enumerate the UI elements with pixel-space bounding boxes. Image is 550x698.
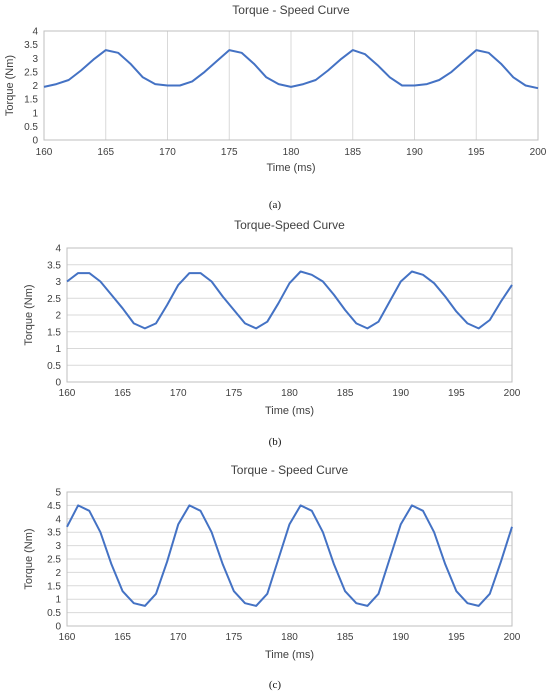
y-tick-label: 0.5	[47, 361, 61, 372]
y-axis-label: Torque (Nm)	[23, 284, 35, 345]
x-tick-label: 175	[226, 388, 243, 399]
y-tick-label: 2	[55, 568, 61, 579]
y-tick-label: 4	[32, 27, 38, 38]
plot-area	[66, 247, 513, 383]
y-tick-label: 2	[32, 81, 38, 92]
chart-panel-b: Torque-Speed Curve 0 0.5 1 1.5 2 2.5 3 3.5 4 160 16…	[0, 213, 550, 429]
y-tick-label: 2.5	[24, 67, 38, 78]
x-tick-label: 180	[283, 147, 300, 158]
y-tick-label: 1.5	[47, 581, 61, 592]
series-line	[43, 49, 539, 90]
y-tick-label: 2.5	[47, 294, 61, 305]
x-tick-label: 190	[406, 147, 423, 158]
x-tick-label: 200	[504, 388, 521, 399]
y-tick-label: 1	[55, 595, 61, 606]
x-tick-label: 200	[504, 632, 521, 643]
x-tick-label: 175	[226, 632, 243, 643]
x-tick-label: 175	[221, 147, 238, 158]
y-axis-label: Torque (Nm)	[4, 55, 16, 116]
chart-b: Torque-Speed Curve 0 0.5 1 1.5 2 2.5 3 3.5 4 160 16…	[23, 218, 521, 417]
caption-a: (a)	[268, 199, 282, 211]
plot-area	[43, 30, 539, 141]
x-tick-label: 160	[59, 632, 76, 643]
x-tick-label: 180	[281, 388, 298, 399]
x-tick-label: 190	[392, 632, 409, 643]
x-tick-label: 200	[530, 147, 547, 158]
y-tick-label: 3.5	[47, 528, 61, 539]
x-tick-label: 165	[97, 147, 114, 158]
chart-panel-c: Torque - Speed Curve 0 0.5 1 1.5 2 2.5 3 3.5 4 4.5…	[0, 458, 550, 668]
y-tick-label: 4	[55, 244, 61, 255]
caption-b: (b)	[268, 436, 282, 448]
y-tick-label: 3	[32, 54, 38, 65]
x-tick-label: 170	[170, 388, 187, 399]
x-tick-label: 170	[159, 147, 176, 158]
y-tick-label: 2.5	[47, 555, 61, 566]
x-tick-label: 185	[337, 388, 354, 399]
chart-panel-a: Torque - Speed Curve 0 0.5 1 1.5 2 2.5 3 3.5 4 160…	[0, 0, 550, 178]
chart-title: Torque - Speed Curve	[231, 463, 349, 477]
y-tick-label: 1.5	[24, 95, 38, 106]
y-tick-label: 4	[55, 514, 61, 525]
y-tick-label: 1	[55, 344, 61, 355]
chart-title: Torque - Speed Curve	[232, 3, 350, 17]
y-tick-label: 0	[32, 136, 38, 147]
y-axis-label: Torque (Nm)	[23, 528, 35, 589]
y-tick-label: 1	[32, 108, 38, 119]
y-tick-label: 4.5	[47, 501, 61, 512]
chart-title: Torque-Speed Curve	[234, 218, 345, 232]
x-tick-label: 165	[114, 632, 131, 643]
caption-c: (c)	[268, 679, 282, 691]
plot-area	[66, 491, 513, 627]
y-tick-label: 0.5	[24, 122, 38, 133]
x-tick-label: 185	[337, 632, 354, 643]
x-tick-label: 195	[448, 632, 465, 643]
x-tick-label: 185	[344, 147, 361, 158]
x-tick-label: 190	[392, 388, 409, 399]
y-tick-label: 3	[55, 277, 61, 288]
chart-a: Torque - Speed Curve 0 0.5 1 1.5 2 2.5 3 3.5 4 160…	[4, 3, 547, 174]
y-tick-label: 2	[55, 311, 61, 322]
x-tick-label: 170	[170, 632, 187, 643]
y-tick-label: 3.5	[24, 40, 38, 51]
y-tick-label: 0	[55, 622, 61, 633]
y-tick-label: 1.5	[47, 327, 61, 338]
x-axis-label: Time (ms)	[265, 405, 314, 417]
x-tick-label: 165	[114, 388, 131, 399]
x-tick-label: 195	[448, 388, 465, 399]
chart-c: Torque - Speed Curve 0 0.5 1 1.5 2 2.5 3 3.5 4 4.5…	[23, 463, 521, 661]
y-tick-label: 0	[55, 378, 61, 389]
y-tick-label: 3.5	[47, 260, 61, 271]
series-line	[66, 270, 513, 330]
x-tick-label: 180	[281, 632, 298, 643]
x-tick-label: 160	[36, 147, 53, 158]
x-tick-label: 160	[59, 388, 76, 399]
x-axis-label: Time (ms)	[265, 649, 314, 661]
y-tick-label: 5	[55, 488, 61, 499]
series-line	[66, 504, 513, 607]
y-tick-label: 0.5	[47, 608, 61, 619]
y-tick-label: 3	[55, 541, 61, 552]
x-axis-label: Time (ms)	[266, 162, 315, 174]
x-tick-label: 195	[468, 147, 485, 158]
